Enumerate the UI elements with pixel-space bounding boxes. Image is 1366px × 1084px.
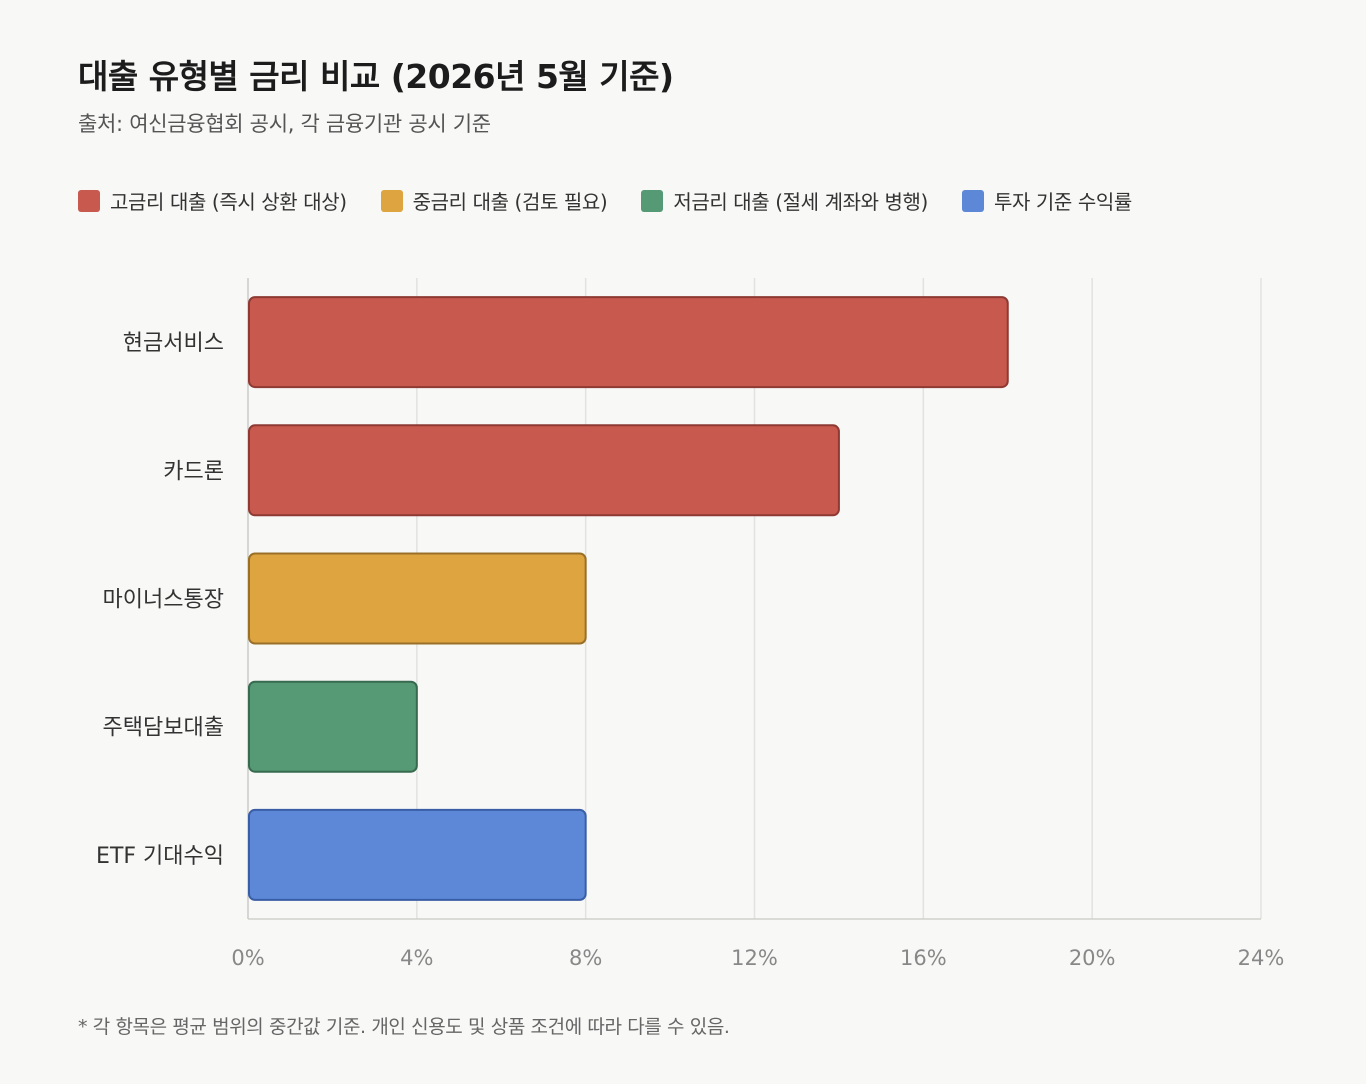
y-category-label-4: ETF 기대수익: [96, 844, 224, 869]
legend-item-investment: 투자 기준 수익률: [961, 186, 1132, 215]
bar-3: [248, 680, 418, 773]
y-category-label-2: 마이너스통장: [103, 588, 224, 613]
x-tick-label-3: 12%: [731, 946, 778, 970]
legend: 고금리 대출 (즉시 상환 대상) 중금리 대출 (검토 필요) 저금리 대출 …: [78, 186, 1166, 215]
x-tick-label-1: 4%: [400, 946, 433, 970]
legend-label-high-rate: 고금리 대출 (즉시 상환 대상): [110, 190, 347, 214]
x-tick-label-4: 16%: [900, 946, 947, 970]
bar-0: [248, 296, 1009, 389]
y-category-label-1: 카드론: [163, 459, 224, 484]
y-category-label-3: 주택담보대출: [103, 716, 224, 741]
legend-item-high-rate: 고금리 대출 (즉시 상환 대상): [78, 186, 347, 215]
x-tick-label-2: 8%: [569, 946, 602, 970]
y-category-label-0: 현금서비스: [123, 331, 224, 356]
legend-item-low-rate: 저금리 대출 (절세 계좌와 병행): [641, 186, 928, 215]
x-tick-label-6: 24%: [1238, 946, 1285, 970]
bar-1: [248, 424, 840, 517]
legend-label-mid-rate: 중금리 대출 (검토 필요): [412, 190, 608, 214]
legend-swatch-high-rate: [78, 189, 100, 212]
legend-swatch-low-rate: [641, 189, 664, 212]
bar-4: [248, 808, 587, 901]
legend-item-mid-rate: 중금리 대출 (검토 필요): [380, 186, 608, 215]
legend-label-investment: 투자 기준 수익률: [993, 190, 1132, 214]
chart-footnote: * 각 항목은 평균 범위의 중간값 기준. 개인 신용도 및 상품 조건에 따…: [78, 1016, 730, 1038]
x-tick-label-0: 0%: [231, 946, 264, 970]
x-tick-label-5: 20%: [1069, 946, 1116, 970]
legend-label-low-rate: 저금리 대출 (절세 계좌와 병행): [673, 190, 928, 214]
bar-2: [248, 552, 587, 645]
chart-subtitle: 출처: 여신금융협회 공시, 각 금융기관 공시 기준: [78, 112, 491, 136]
chart-title: 대출 유형별 금리 비교 (2026년 5월 기준): [78, 57, 674, 96]
legend-swatch-mid-rate: [380, 189, 403, 212]
legend-swatch-investment: [961, 189, 984, 212]
